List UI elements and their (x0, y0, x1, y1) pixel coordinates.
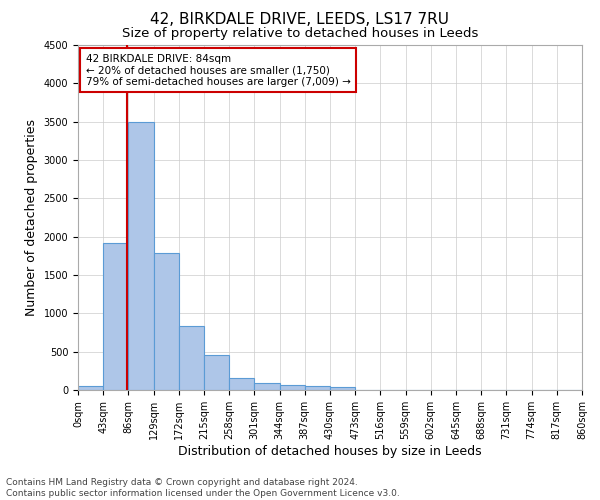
Bar (78, 386, 103, 390)
Bar (229, 378, 254, 390)
Text: 42 BIRKDALE DRIVE: 84sqm
← 20% of detached houses are smaller (1,750)
79% of sem: 42 BIRKDALE DRIVE: 84sqm ← 20% of detach… (86, 54, 350, 87)
Text: 42, BIRKDALE DRIVE, LEEDS, LS17 7RU: 42, BIRKDALE DRIVE, LEEDS, LS17 7RU (151, 12, 449, 28)
Text: Size of property relative to detached houses in Leeds: Size of property relative to detached ho… (122, 28, 478, 40)
Bar (103, 243, 128, 390)
Bar (305, 386, 330, 390)
Bar (128, 122, 154, 390)
Bar (179, 326, 204, 390)
Bar (254, 382, 280, 390)
Text: Contains HM Land Registry data © Crown copyright and database right 2024.
Contai: Contains HM Land Registry data © Crown c… (6, 478, 400, 498)
Y-axis label: Number of detached properties: Number of detached properties (25, 119, 38, 316)
Bar (204, 354, 229, 390)
Bar (280, 385, 305, 390)
Bar (330, 387, 355, 390)
Bar (154, 253, 179, 390)
X-axis label: Distribution of detached houses by size in Leeds: Distribution of detached houses by size … (178, 444, 482, 458)
